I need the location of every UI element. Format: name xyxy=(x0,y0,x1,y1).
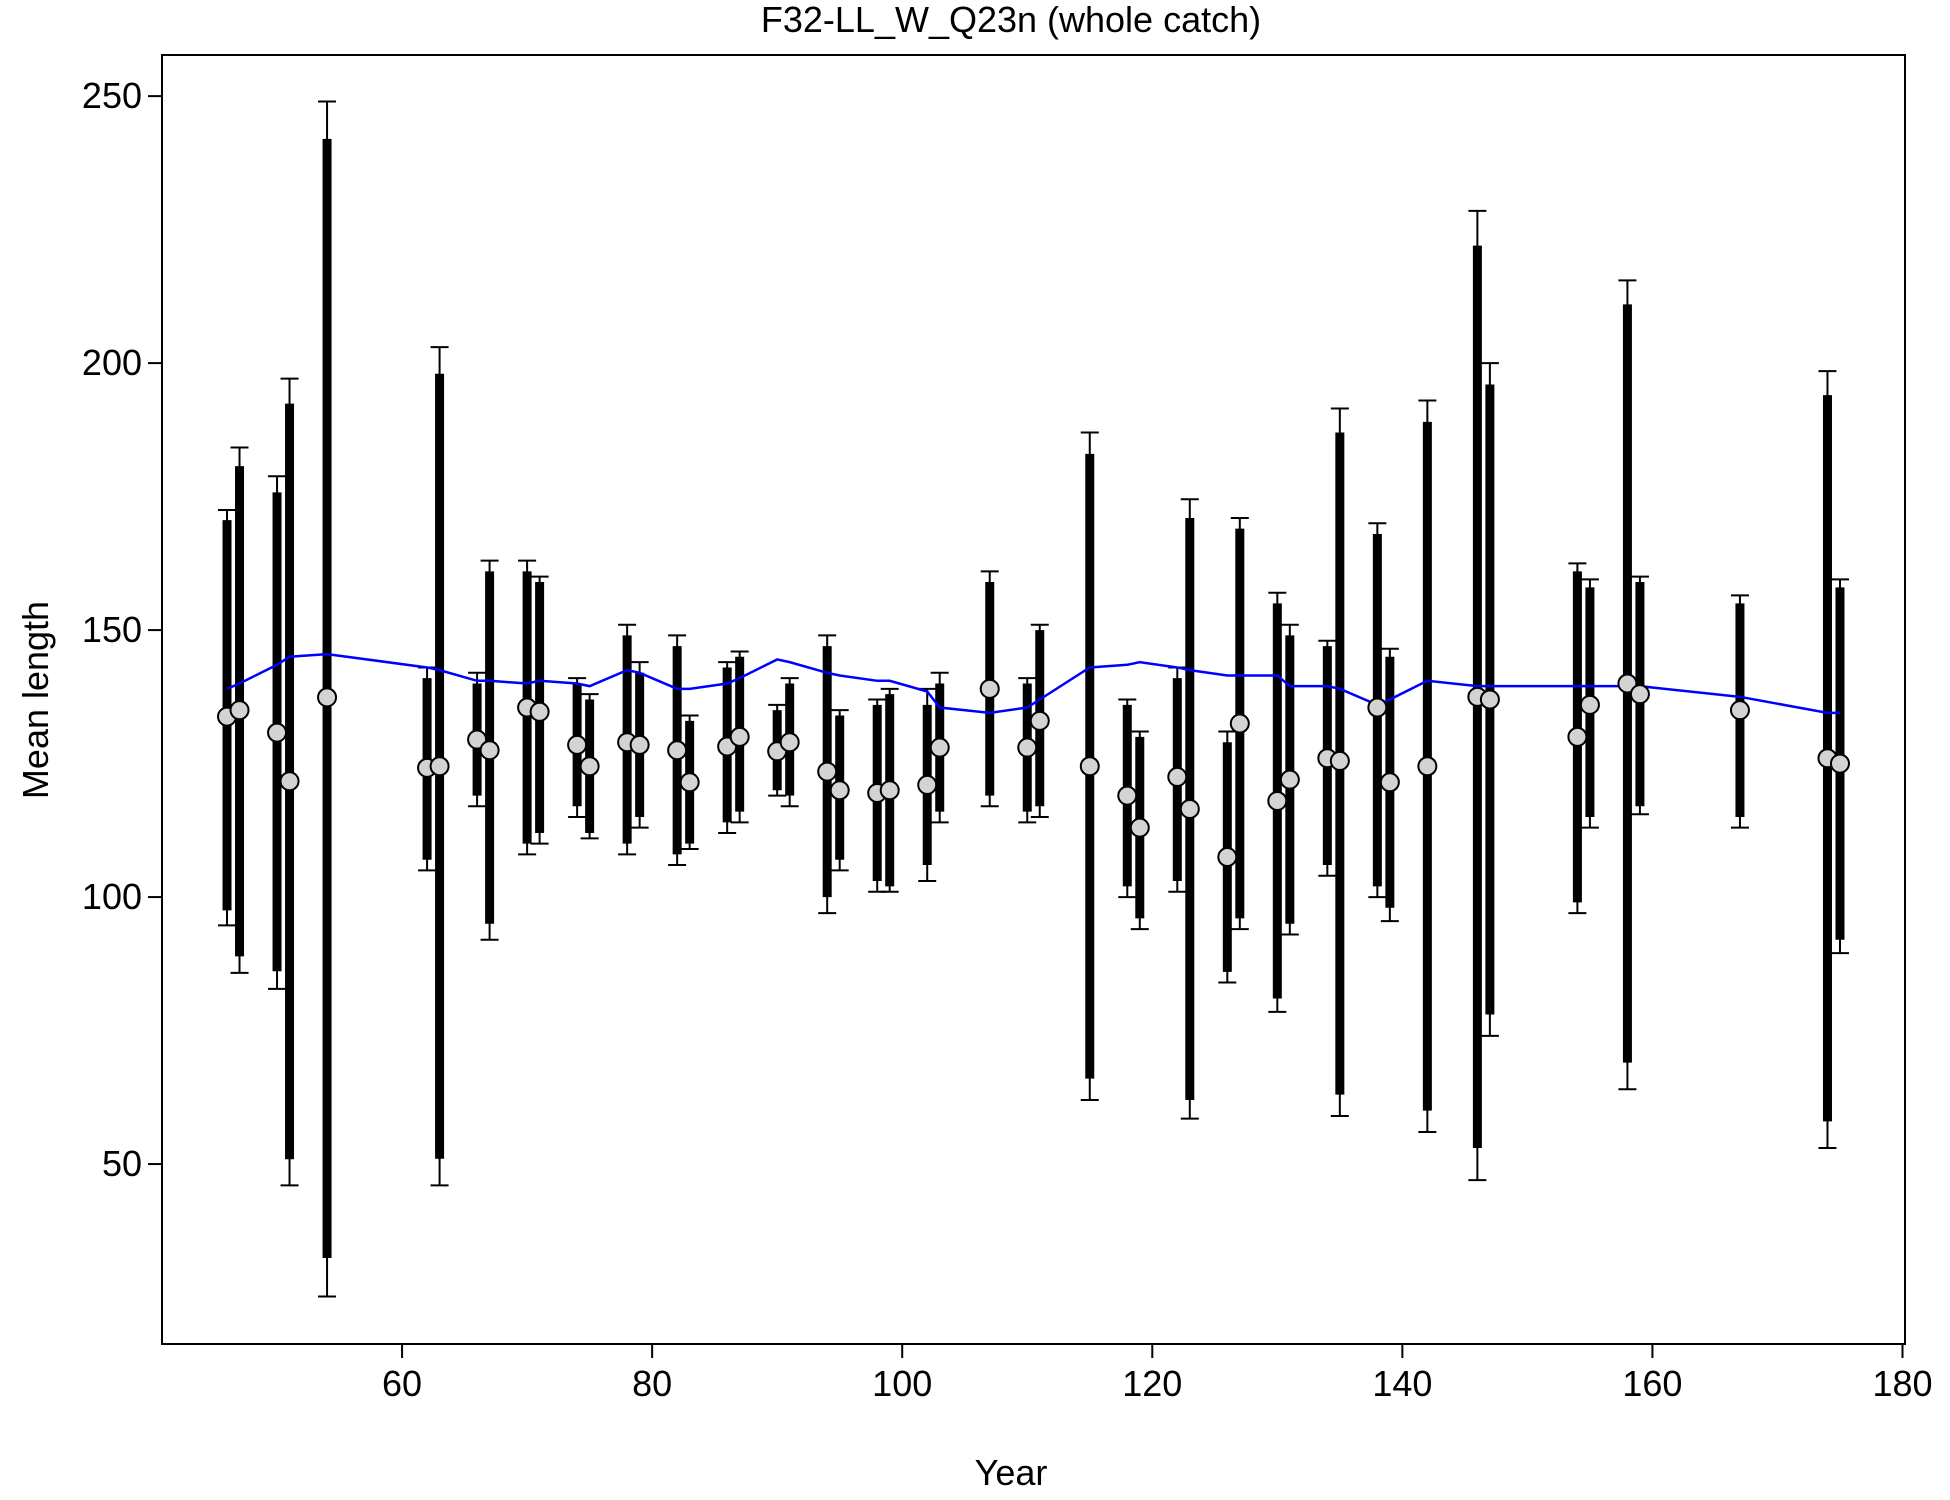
observed-point xyxy=(629,734,650,755)
observed-point xyxy=(1017,737,1038,758)
observed-point xyxy=(1279,769,1300,790)
observed-point xyxy=(817,761,838,782)
observed-point xyxy=(979,678,1000,699)
observed-point xyxy=(479,740,500,761)
x-tick-label: 120 xyxy=(1122,1363,1182,1404)
observed-point xyxy=(667,740,688,761)
observed-point xyxy=(1179,798,1200,819)
observed-point xyxy=(1229,713,1250,734)
observed-point xyxy=(1167,766,1188,787)
y-tick-label: 100 xyxy=(82,876,142,917)
observed-point xyxy=(229,700,250,721)
y-tick-label: 200 xyxy=(82,342,142,383)
observed-point xyxy=(1079,756,1100,777)
observed-point xyxy=(267,722,288,743)
observed-point xyxy=(1829,753,1850,774)
plot-frame xyxy=(161,54,1906,1345)
x-tick-label: 80 xyxy=(632,1363,672,1404)
observed-point xyxy=(1217,847,1238,868)
observed-point xyxy=(279,771,300,792)
observed-point xyxy=(567,734,588,755)
observed-point xyxy=(1567,726,1588,747)
chart-title: F32-LL_W_Q23n (whole catch) xyxy=(761,0,1261,40)
x-axis-label: Year xyxy=(975,1452,1048,1493)
observed-point xyxy=(879,780,900,801)
observed-point xyxy=(1329,750,1350,771)
y-tick-label: 250 xyxy=(82,75,142,116)
observed-point xyxy=(317,687,338,708)
observed-point xyxy=(1379,772,1400,793)
observed-point xyxy=(1417,756,1438,777)
observed-point xyxy=(779,732,800,753)
observed-point xyxy=(679,772,700,793)
y-tick-label: 50 xyxy=(102,1143,142,1184)
observed-point xyxy=(529,701,550,722)
observed-point xyxy=(1129,817,1150,838)
observed-point xyxy=(1267,790,1288,811)
x-tick-label: 180 xyxy=(1872,1363,1932,1404)
expected-line xyxy=(226,652,1840,715)
observed-point xyxy=(429,756,450,777)
observed-point xyxy=(467,729,488,750)
y-axis-label: Mean length xyxy=(15,601,56,799)
observed-point xyxy=(1629,684,1650,705)
observed-point xyxy=(729,726,750,747)
observed-point xyxy=(1117,785,1138,806)
observed-point xyxy=(1029,710,1050,731)
observed-point xyxy=(917,774,938,795)
observed-point xyxy=(1729,700,1750,721)
observed-point xyxy=(1479,689,1500,710)
x-tick-label: 160 xyxy=(1622,1363,1682,1404)
observed-point xyxy=(1367,697,1388,718)
y-tick-label: 150 xyxy=(82,609,142,650)
observed-point xyxy=(829,780,850,801)
observed-point xyxy=(929,737,950,758)
x-tick-label: 60 xyxy=(382,1363,422,1404)
x-tick-label: 140 xyxy=(1372,1363,1432,1404)
observed-point xyxy=(1579,694,1600,715)
x-tick-label: 100 xyxy=(872,1363,932,1404)
observed-point xyxy=(579,756,600,777)
observed-point xyxy=(1617,673,1638,694)
